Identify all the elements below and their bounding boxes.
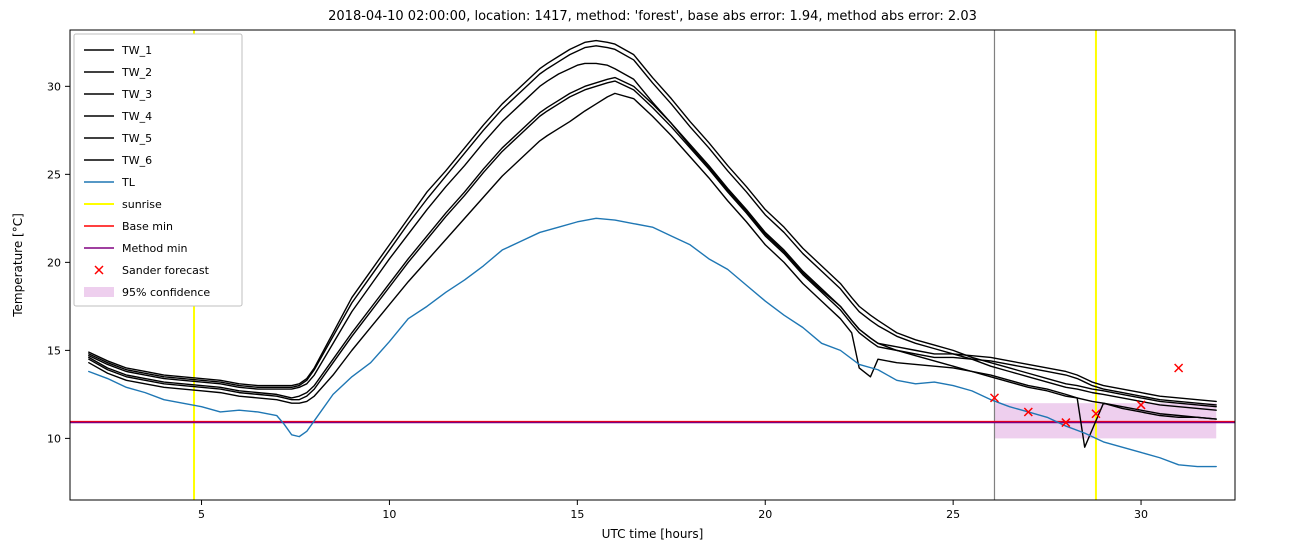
chart-svg: 5 10 15 20 25 30 10 15 20 25 30 UTC time [hours] Tem…	[0, 0, 1310, 547]
legend-label: Base min	[122, 220, 173, 233]
legend-label: 95% confidence	[122, 286, 210, 299]
y-axis-label: Temperature [°C]	[11, 213, 25, 318]
ytick-label: 30	[47, 80, 61, 93]
xtick-label: 25	[946, 508, 960, 521]
xtick-label: 30	[1134, 508, 1148, 521]
xtick-label: 5	[198, 508, 205, 521]
legend-label: Sander forecast	[122, 264, 210, 277]
legend-label: TW_3	[121, 88, 152, 101]
chart-title: 2018-04-10 02:00:00, location: 1417, met…	[328, 9, 977, 24]
ytick-label: 20	[47, 256, 61, 269]
xtick-label: 15	[570, 508, 584, 521]
legend-label: sunrise	[122, 198, 162, 211]
legend: TW_1 TW_2 TW_3 TW_4 TW_5 TW_6 TL sunrise Base mi…	[74, 34, 242, 306]
ytick-label: 25	[47, 168, 61, 181]
xtick-label: 20	[758, 508, 772, 521]
legend-label: TW_6	[121, 154, 152, 167]
chart-container: 5 10 15 20 25 30 10 15 20 25 30 UTC time [hours] Tem…	[0, 0, 1310, 547]
confidence-band	[994, 403, 1216, 438]
ytick-label: 10	[47, 432, 61, 445]
legend-label: TW_5	[121, 132, 152, 145]
legend-label: TW_1	[121, 44, 152, 57]
legend-label: TW_2	[121, 66, 152, 79]
legend-label: TL	[121, 176, 136, 189]
ytick-label: 15	[47, 344, 61, 357]
legend-label: TW_4	[121, 110, 152, 123]
x-axis-label: UTC time [hours]	[602, 527, 704, 541]
legend-label: Method min	[122, 242, 188, 255]
xtick-label: 10	[382, 508, 396, 521]
